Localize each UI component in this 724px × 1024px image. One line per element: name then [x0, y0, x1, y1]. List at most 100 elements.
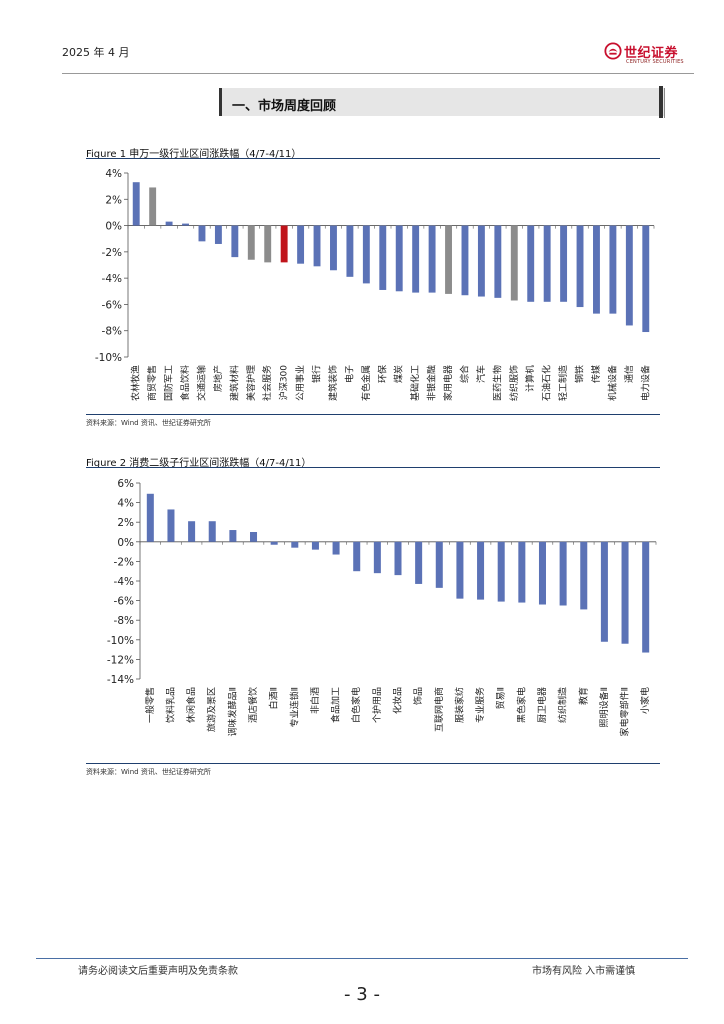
x-tick-label: 医药生物	[491, 365, 503, 401]
x-tick-label: 休闲食品	[185, 687, 197, 723]
bar	[625, 225, 633, 326]
y-tick-label: 4%	[117, 498, 134, 510]
x-tick-label: 计算机	[524, 365, 536, 392]
bar	[330, 225, 337, 271]
bar	[229, 530, 237, 542]
x-tick-label: 环保	[376, 365, 388, 383]
figure1-bottom-rule	[86, 414, 660, 415]
y-tick-label: -8%	[102, 326, 122, 338]
bar	[494, 225, 502, 298]
figure2-source: 资料来源：Wind 资讯、世纪证券研究所	[86, 768, 211, 776]
bar	[280, 225, 288, 263]
bar	[270, 541, 278, 545]
bar	[149, 187, 157, 226]
bar	[311, 541, 319, 550]
y-tick-label: 2%	[105, 194, 122, 206]
footer-disclaimer: 请务必阅读文后重要声明及免责条款	[78, 966, 238, 977]
bar	[362, 225, 370, 284]
x-tick-label: 非白酒	[309, 687, 321, 714]
bar	[412, 225, 420, 293]
y-tick-label: 2%	[117, 517, 134, 529]
y-tick-label: -12%	[107, 654, 134, 666]
bar	[394, 541, 402, 576]
section-title: 一、市场周度回顾	[232, 99, 337, 114]
x-tick-label: 国防军工	[163, 365, 175, 401]
logo-text: 世纪证券	[624, 46, 679, 61]
x-tick-label: 贸易Ⅱ	[495, 687, 507, 709]
figure2-chart: 6% 4% 2% 0% -2% -4% -6% -8% -10% -12% -14% 一般零售 饮料乳品…	[107, 478, 657, 736]
bar	[231, 225, 239, 258]
x-tick-label: 传媒	[590, 365, 602, 383]
y-tick-label: -6%	[114, 596, 134, 608]
bar	[580, 541, 588, 610]
bar	[642, 225, 650, 333]
bar	[208, 521, 216, 542]
x-tick-label: 旅游及景区	[206, 687, 218, 732]
x-tick-label: 建筑材料	[228, 365, 240, 401]
bar	[510, 225, 518, 301]
x-tick-label: 白色家电	[350, 687, 362, 723]
bar	[461, 225, 469, 296]
y-tick-label: -10%	[107, 635, 134, 647]
figure1-title: Figure 1 申万一级行业区间涨跌幅（4/7-4/11）	[86, 149, 302, 160]
figure1-source: 资料来源：Wind 资讯、世纪证券研究所	[86, 419, 211, 427]
figure2-top-rule	[86, 467, 660, 468]
x-tick-label: 商贸零售	[146, 365, 158, 401]
x-tick-label: 化妆品	[392, 687, 404, 714]
x-tick-label: 调味发酵品Ⅱ	[226, 687, 238, 736]
x-tick-label: 交通运输	[195, 365, 207, 401]
x-tick-label: 黑色家电	[515, 687, 527, 723]
bar	[346, 225, 354, 277]
x-tick-label: 机械设备	[606, 365, 618, 401]
bar	[395, 225, 403, 292]
bar	[297, 225, 305, 264]
bar	[132, 182, 140, 226]
bar	[576, 225, 584, 308]
bar	[332, 541, 340, 555]
x-tick-label: 专业服务	[474, 687, 486, 723]
bar	[477, 225, 485, 297]
bar	[188, 521, 196, 542]
x-tick-label: 非银金融	[426, 365, 438, 401]
x-tick-label: 基础化工	[409, 365, 421, 401]
y-tick-label: -14%	[107, 674, 134, 686]
y-tick-label: 6%	[117, 478, 134, 490]
x-tick-label: 轻工制造	[557, 365, 569, 401]
bar	[497, 541, 505, 602]
bar	[559, 541, 567, 606]
x-tick-label: 专业连锁Ⅱ	[288, 687, 300, 727]
bar	[214, 225, 222, 244]
x-tick-label: 一般零售	[144, 687, 156, 723]
x-tick-label: 有色金属	[360, 365, 372, 401]
x-tick-label: 综合	[458, 365, 470, 383]
logo-mark-icon	[604, 42, 622, 60]
x-tick-label: 纺织制造	[557, 687, 569, 723]
bar	[373, 541, 381, 574]
company-logo: 世纪证券 CENTURY SECURITIES	[604, 40, 694, 70]
bar	[593, 225, 600, 314]
bar	[642, 541, 650, 653]
section-header-right-bar	[659, 86, 663, 118]
figure1-chart: 4% 2% 0% -2% -4% -6% -8% -10% 农林牧渔 商贸零售 国防军工 食品饮料 交通…	[95, 168, 655, 401]
bar	[600, 541, 608, 642]
bar	[313, 225, 321, 267]
y-tick-label: -4%	[102, 273, 122, 285]
x-tick-label: 纺织服饰	[508, 365, 520, 401]
y-tick-label: -8%	[114, 615, 134, 627]
x-tick-label: 建筑装饰	[327, 365, 339, 401]
bar	[560, 225, 568, 302]
footer-risk-note: 市场有风险 入市需谨慎	[532, 966, 636, 977]
y-tick-label: 0%	[105, 221, 122, 233]
header-divider	[62, 73, 694, 74]
bar	[250, 532, 258, 542]
x-tick-label: 饮料乳品	[164, 687, 176, 723]
x-tick-label: 厨卫电器	[536, 687, 548, 723]
x-tick-label: 社会服务	[261, 365, 273, 401]
bar	[445, 225, 452, 294]
bar	[146, 493, 154, 542]
bar	[379, 225, 387, 290]
bar	[609, 225, 617, 314]
x-tick-label: 饰品	[412, 687, 424, 705]
x-tick-label: 照明设备Ⅱ	[598, 687, 610, 727]
x-tick-label: 石油石化	[541, 365, 553, 401]
